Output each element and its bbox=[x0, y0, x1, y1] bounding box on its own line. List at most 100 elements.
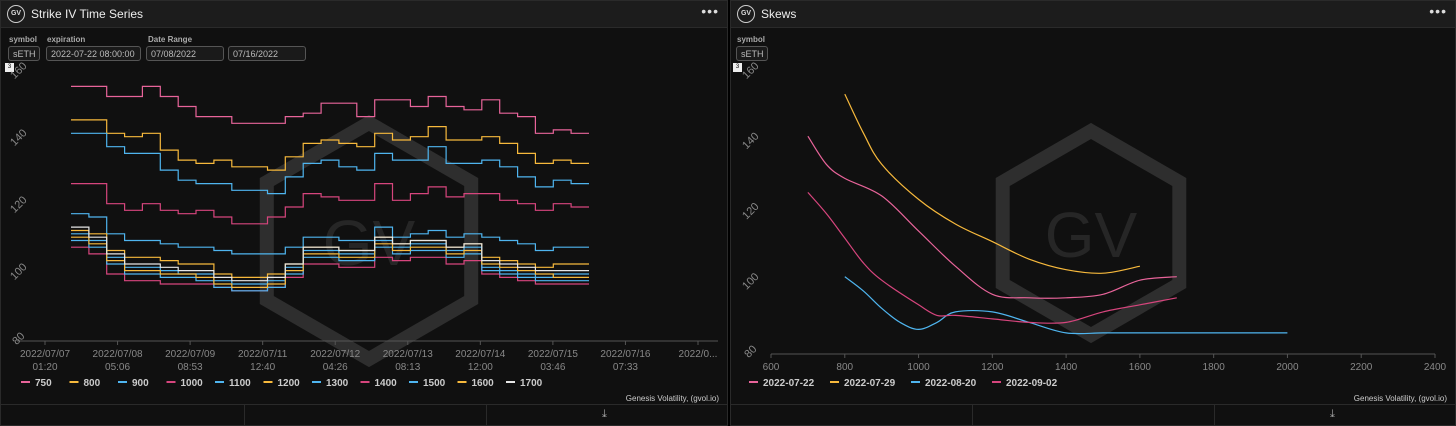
legend-label: 1100 bbox=[229, 378, 251, 389]
y-tick-label: 100 bbox=[740, 271, 761, 292]
panel-header: GV Strike IV Time Series ••• bbox=[1, 1, 727, 28]
legend-label: 1200 bbox=[278, 378, 301, 389]
x-tick-label: 1000 bbox=[907, 362, 930, 373]
series-line-2022-09-02 bbox=[807, 192, 1177, 324]
x-tick-label: 2022/07/11 bbox=[238, 349, 288, 360]
y-tick-label: 100 bbox=[8, 261, 29, 282]
series-line-1600 bbox=[71, 236, 589, 288]
legend-label: 2022-07-22 bbox=[763, 378, 815, 389]
x-tick-label: 01:20 bbox=[32, 362, 57, 373]
x-tick-label: 2022/07/15 bbox=[528, 349, 578, 360]
series-line-1000 bbox=[71, 183, 589, 225]
legend-label: 1500 bbox=[423, 378, 446, 389]
series-line-750 bbox=[71, 85, 589, 134]
series-line-2022-07-29 bbox=[844, 93, 1141, 274]
x-tick-label: 05:06 bbox=[105, 362, 130, 373]
legend-label: 1700 bbox=[520, 378, 543, 389]
skews-chart: GV 80 100 120 140 160 600 800 1000 1200 1400 1600 18… bbox=[740, 60, 1447, 389]
y-tick-label: 80 bbox=[742, 343, 759, 360]
more-horizontal-icon[interactable]: ••• bbox=[701, 3, 719, 19]
legend-label: 1000 bbox=[181, 378, 204, 389]
y-tick-label: 120 bbox=[740, 201, 761, 222]
x-tick-label: 1600 bbox=[1129, 362, 1152, 373]
legend-label: 2022-07-29 bbox=[844, 378, 896, 389]
x-tick-label: 2200 bbox=[1350, 362, 1373, 373]
series-line-900 bbox=[71, 132, 589, 195]
expiration-label: expiration bbox=[47, 35, 86, 44]
symbol-label: symbol bbox=[9, 35, 38, 44]
panel-footer: ⤓ bbox=[1, 404, 727, 425]
series-line-2022-08-20 bbox=[844, 276, 1288, 335]
credit-text: Genesis Volatility, (gvol.io) bbox=[625, 394, 719, 403]
x-tick-label: 2022/07/13 bbox=[383, 349, 433, 360]
x-tick-label: 2022/07/16 bbox=[600, 349, 650, 360]
x-tick-label: 2000 bbox=[1276, 362, 1299, 373]
y-tick-label: 160 bbox=[740, 60, 761, 81]
strike-iv-chart: GV 80 100 120 140 160 2022/07/07 01:20 2022/07/0… bbox=[8, 60, 718, 389]
gv-logo-icon: GV bbox=[7, 5, 25, 23]
x-tick-label: 2022/07/07 bbox=[20, 349, 70, 360]
x-tick-label: 800 bbox=[836, 362, 853, 373]
date-to-input[interactable]: 07/16/2022 bbox=[228, 46, 306, 61]
y-tick-label: 140 bbox=[8, 127, 29, 148]
y-tick-label: 80 bbox=[10, 330, 27, 347]
panel-footer: ⤓ bbox=[731, 404, 1455, 425]
legend-label: 800 bbox=[84, 378, 101, 389]
x-tick-label: 1800 bbox=[1203, 362, 1226, 373]
x-tick-label: 1400 bbox=[1055, 362, 1078, 373]
credit-text: Genesis Volatility, (gvol.io) bbox=[1353, 394, 1447, 403]
panel-title: Strike IV Time Series bbox=[31, 7, 144, 21]
y-tick-label: 120 bbox=[8, 194, 29, 215]
x-tick-label: 600 bbox=[763, 362, 780, 373]
x-tick-label: 03:46 bbox=[540, 362, 565, 373]
x-tick-label: 2022/07/12 bbox=[310, 349, 360, 360]
y-tick-label: 160 bbox=[8, 60, 29, 81]
watermark-text: GV bbox=[1045, 199, 1138, 271]
y-tick-label: 140 bbox=[740, 130, 761, 151]
panel-header: GV Skews ••• bbox=[731, 1, 1455, 28]
watermark-hexagon bbox=[259, 114, 479, 368]
x-tick-label: 2022/07/09 bbox=[165, 349, 215, 360]
footer-separator bbox=[1214, 405, 1215, 425]
x-tick-label: 07:33 bbox=[613, 362, 638, 373]
footer-separator bbox=[972, 405, 973, 425]
x-tick-label: 04:26 bbox=[323, 362, 348, 373]
watermark-text: GV bbox=[323, 207, 416, 279]
series-line-1700 bbox=[71, 226, 589, 282]
footer-separator bbox=[486, 405, 487, 425]
series-line-800 bbox=[71, 119, 589, 171]
x-tick-label: 2022/07/08 bbox=[93, 349, 143, 360]
mini-badge: 3 bbox=[733, 63, 742, 72]
x-tick-label: 08:13 bbox=[395, 362, 420, 373]
x-tick-label: 12:00 bbox=[468, 362, 493, 373]
legend-label: 2022-08-20 bbox=[925, 378, 977, 389]
x-tick-label: 2400 bbox=[1424, 362, 1447, 373]
legend-label: 900 bbox=[132, 378, 149, 389]
x-tick-label: 2022/07/14 bbox=[455, 349, 505, 360]
panel-title: Skews bbox=[761, 7, 797, 21]
gv-logo-icon: GV bbox=[737, 5, 755, 23]
series-line-2022-07-22 bbox=[807, 135, 1177, 299]
date-from-input[interactable]: 07/08/2022 bbox=[146, 46, 224, 61]
more-horizontal-icon[interactable]: ••• bbox=[1429, 3, 1447, 19]
x-tick-label: 08:53 bbox=[178, 362, 203, 373]
x-tick-label: 1200 bbox=[981, 362, 1004, 373]
legend-label: 750 bbox=[35, 378, 52, 389]
x-tick-label: 12:40 bbox=[250, 362, 275, 373]
strike-iv-panel: GV Strike IV Time Series ••• symbol sETH… bbox=[0, 0, 728, 426]
series-line-1100 bbox=[71, 213, 589, 255]
download-icon[interactable]: ⤓ bbox=[602, 408, 607, 420]
download-icon[interactable]: ⤓ bbox=[1330, 408, 1335, 420]
footer-separator bbox=[244, 405, 245, 425]
x-tick-label: 2022/0... bbox=[679, 349, 718, 360]
mini-badge: 3 bbox=[5, 63, 14, 72]
watermark-hexagon bbox=[995, 122, 1187, 344]
symbol-label: symbol bbox=[737, 35, 766, 44]
legend-label: 2022-09-02 bbox=[1006, 378, 1058, 389]
expiration-select[interactable]: 2022-07-22 08:00:00 bbox=[46, 46, 141, 61]
symbol-select[interactable]: sETH bbox=[8, 46, 40, 61]
legend-label: 1600 bbox=[472, 378, 495, 389]
symbol-select[interactable]: sETH bbox=[736, 46, 768, 61]
legend-label: 1400 bbox=[375, 378, 398, 389]
skews-panel: GV Skews ••• symbol sETH 3 GV 80 100 120 140… bbox=[730, 0, 1456, 426]
